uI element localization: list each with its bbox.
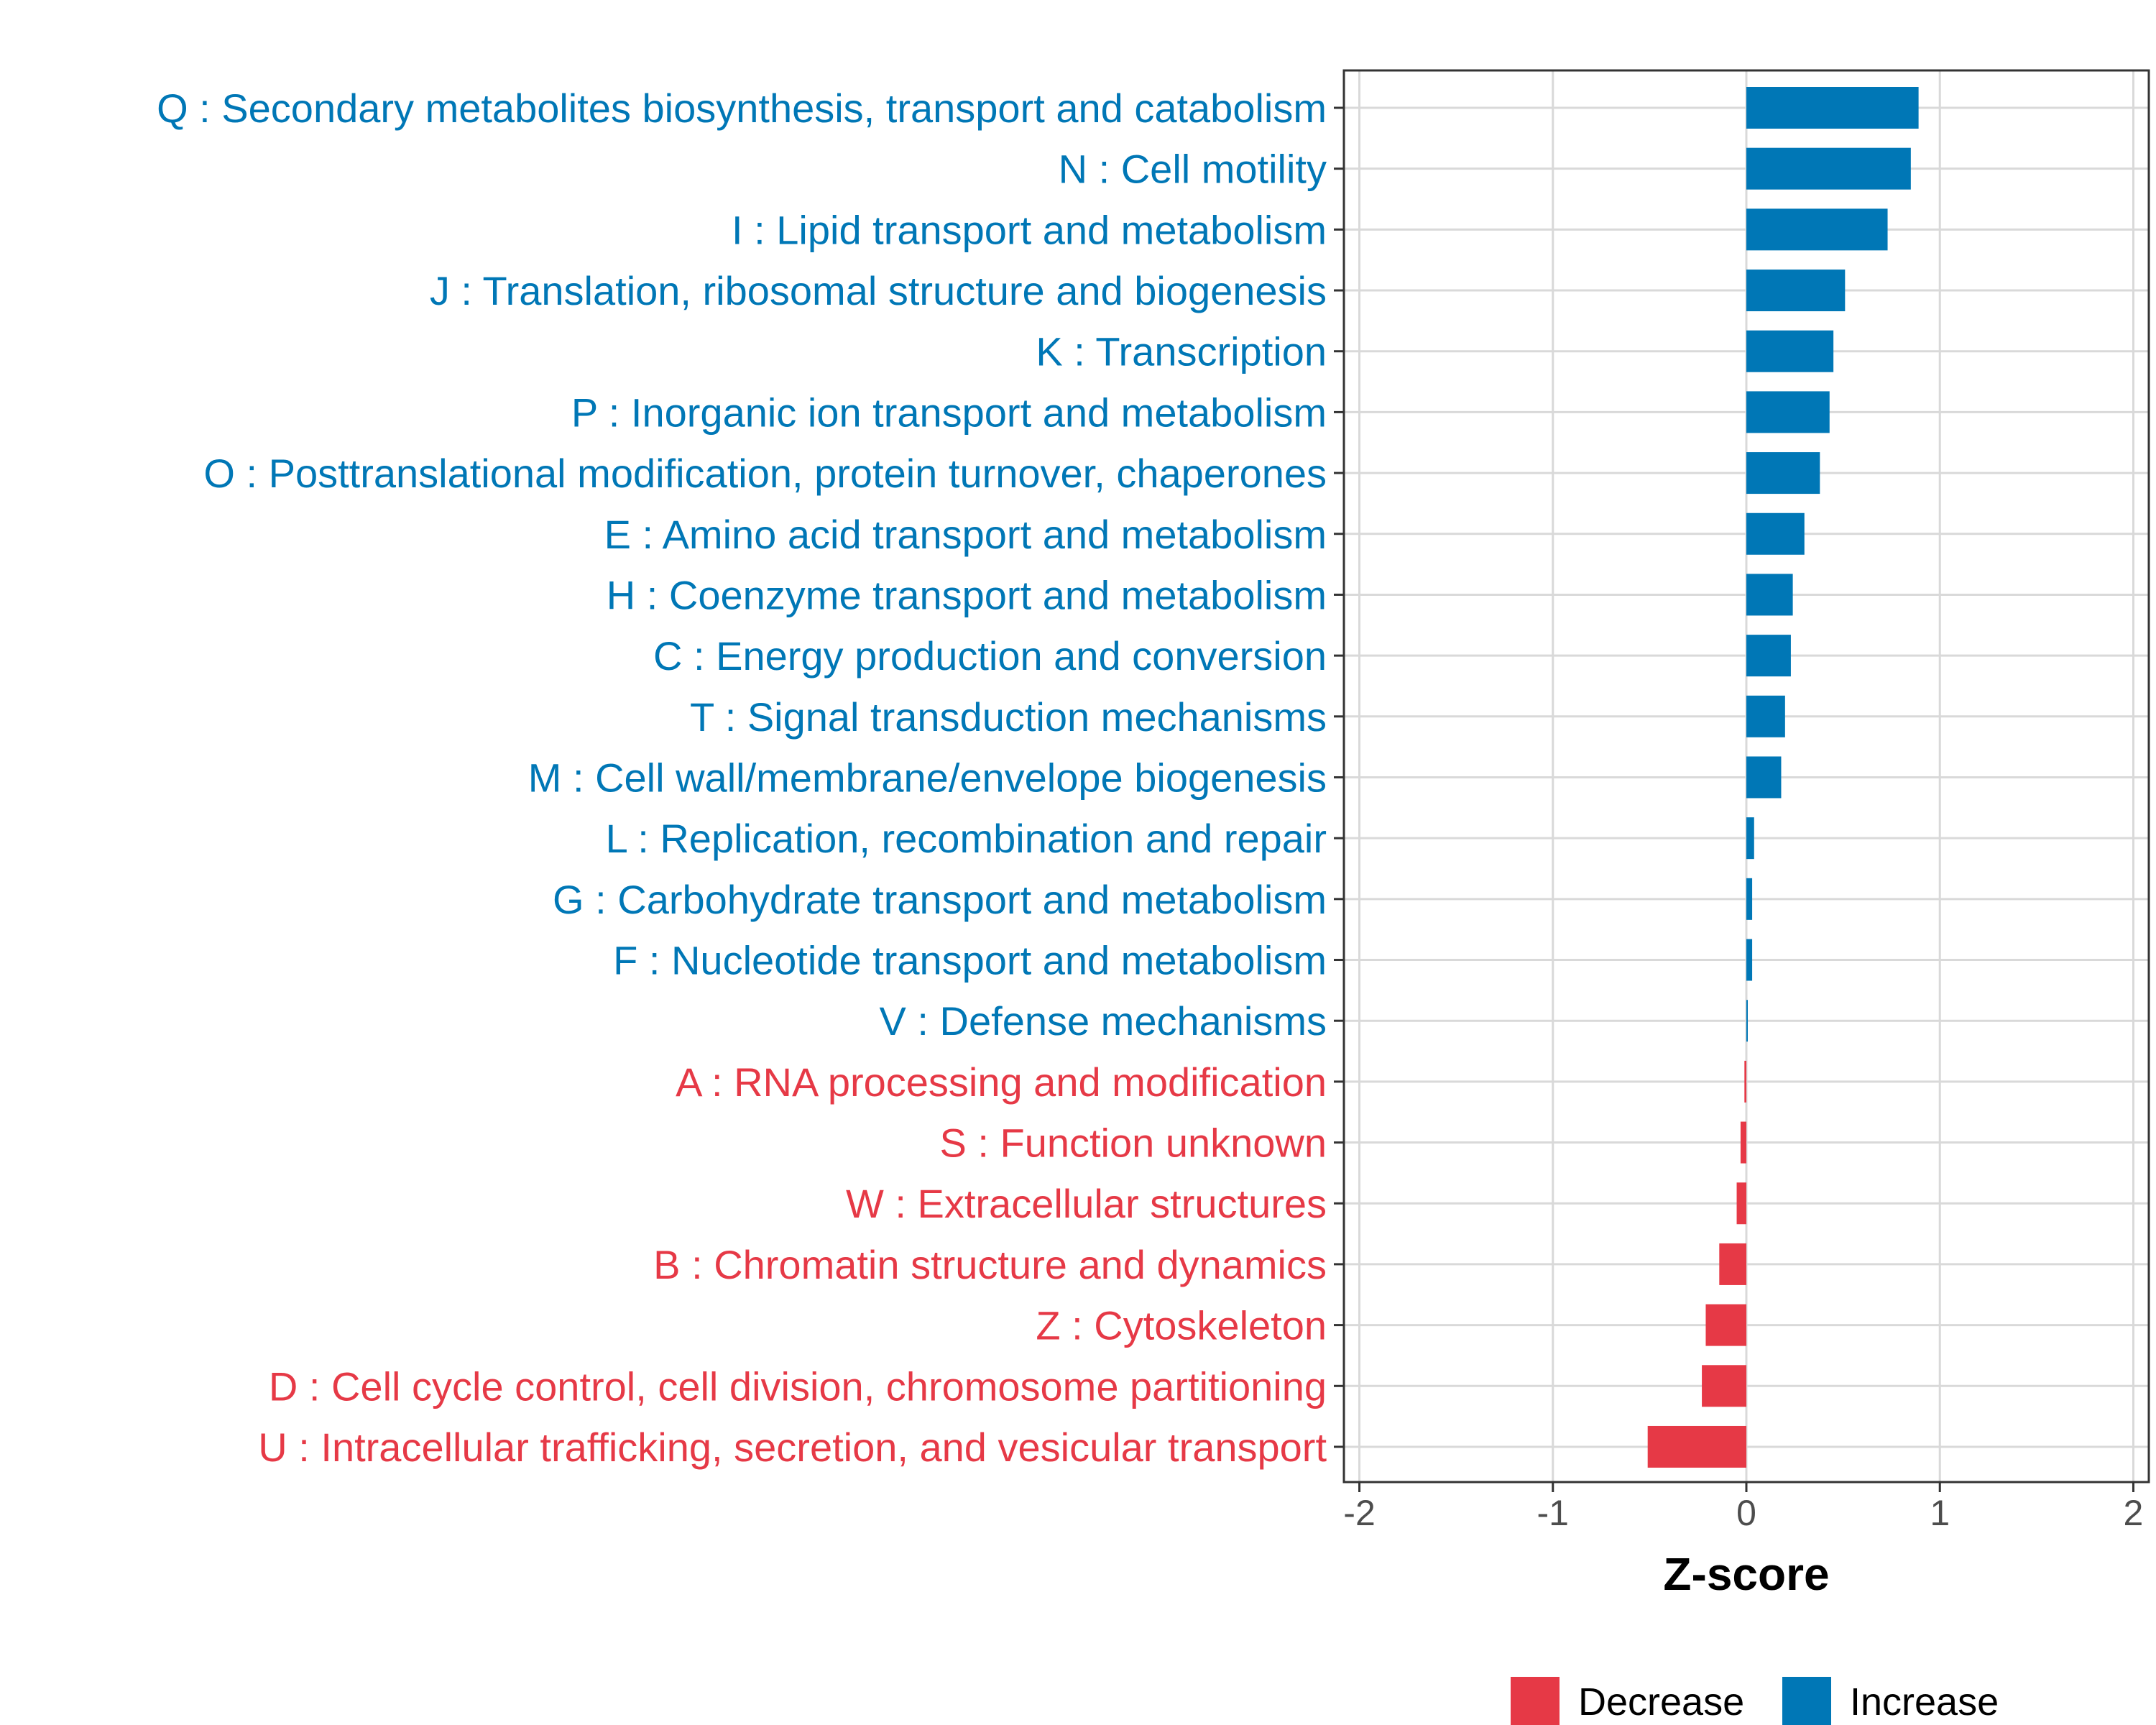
category-label-13: G : Carbohydrate transport and metabolis… [553, 877, 1327, 922]
bar-10 [1746, 695, 1785, 737]
x-tick-label-2: 0 [1736, 1493, 1756, 1533]
x-tick-label-3: 1 [1930, 1493, 1950, 1533]
category-label-17: S : Function unknown [939, 1121, 1327, 1166]
category-label-1: N : Cell motility [1059, 147, 1327, 192]
bar-4 [1746, 330, 1834, 372]
bar-22 [1647, 1425, 1746, 1468]
category-label-16: A : RNA processing and modification [676, 1059, 1327, 1105]
category-label-7: E : Amino acid transport and metabolism [604, 512, 1327, 557]
category-label-14: F : Nucleotide transport and metabolism [613, 938, 1327, 983]
bar-2 [1746, 208, 1888, 251]
bar-6 [1746, 452, 1820, 494]
category-label-2: I : Lipid transport and metabolism [732, 207, 1327, 252]
category-label-11: M : Cell wall/membrane/envelope biogenes… [528, 755, 1327, 800]
bar-3 [1746, 270, 1846, 312]
category-label-9: C : Energy production and conversion [653, 633, 1327, 678]
bar-21 [1702, 1365, 1746, 1407]
category-label-19: B : Chromatin structure and dynamics [653, 1242, 1327, 1287]
category-label-10: T : Signal transduction mechanisms [690, 694, 1327, 740]
bar-12 [1746, 817, 1754, 860]
legend: Decrease Increase [1511, 1677, 1999, 1725]
category-label-3: J : Translation, ribosomal structure and… [430, 268, 1327, 313]
bar-5 [1746, 391, 1830, 433]
category-label-20: Z : Cytoskeleton [1036, 1303, 1327, 1348]
bar-8 [1746, 574, 1793, 616]
bar-11 [1746, 756, 1782, 799]
legend-label-increase: Increase [1850, 1680, 1999, 1724]
x-axis-title: Z-score [1663, 1548, 1829, 1600]
bar-7 [1746, 512, 1805, 555]
legend-label-decrease: Decrease [1578, 1680, 1744, 1724]
bars-layer [1647, 87, 1919, 1468]
category-label-21: D : Cell cycle control, cell division, c… [269, 1363, 1327, 1409]
bar-13 [1746, 878, 1753, 920]
category-label-22: U : Intracellular trafficking, secretion… [258, 1425, 1327, 1470]
bar-17 [1740, 1121, 1746, 1164]
category-label-4: K : Transcription [1036, 329, 1327, 374]
bar-20 [1705, 1304, 1746, 1346]
legend-key-increase [1782, 1677, 1831, 1725]
x-tick-label-1: -1 [1537, 1493, 1569, 1533]
legend-key-decrease [1511, 1677, 1560, 1725]
x-tick-label-0: -2 [1343, 1493, 1375, 1533]
category-label-5: P : Inorganic ion transport and metaboli… [571, 390, 1327, 435]
bar-0 [1746, 87, 1919, 129]
bar-19 [1719, 1243, 1746, 1285]
category-label-18: W : Extracellular structures [846, 1181, 1327, 1226]
category-labels: Q : Secondary metabolites biosynthesis, … [157, 86, 1344, 1470]
bar-18 [1736, 1182, 1746, 1225]
bar-1 [1746, 147, 1911, 190]
x-tick-label-4: 2 [2124, 1493, 2144, 1533]
x-axis-ticks: -2 -1 0 1 2 [1343, 1482, 2143, 1533]
category-label-8: H : Coenzyme transport and metabolism [607, 572, 1327, 617]
bar-15 [1746, 1000, 1748, 1042]
category-label-15: V : Defense mechanisms [880, 998, 1327, 1044]
category-label-0: Q : Secondary metabolites biosynthesis, … [157, 86, 1327, 131]
bar-9 [1746, 635, 1791, 677]
bar-14 [1746, 939, 1753, 981]
category-label-6: O : Posttranslational modification, prot… [203, 451, 1327, 496]
bar-16 [1744, 1060, 1746, 1103]
category-label-12: L : Replication, recombination and repai… [606, 816, 1327, 861]
